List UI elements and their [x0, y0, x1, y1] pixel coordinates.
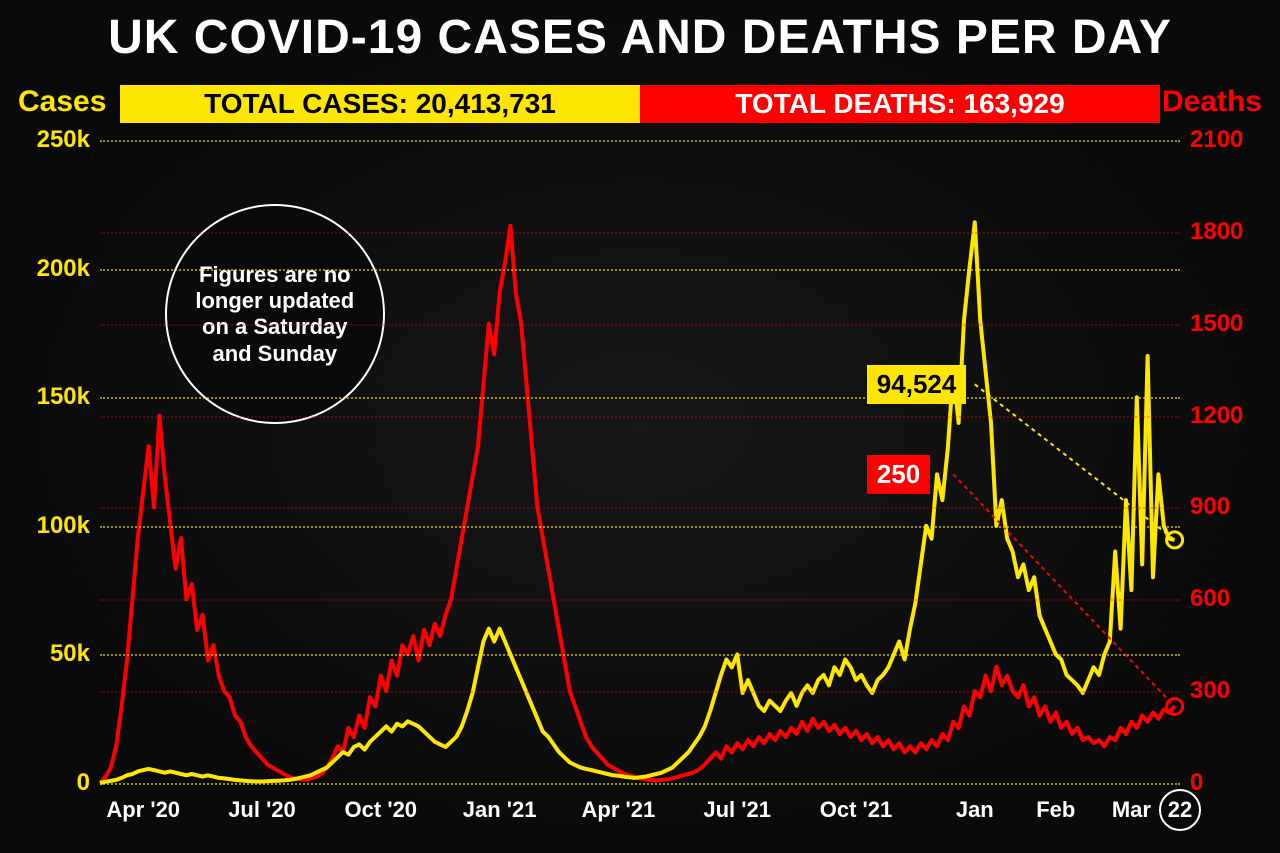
y-right-tick-label: 1800	[1190, 218, 1280, 246]
x-tick-label: Apr '21	[582, 797, 656, 823]
y-left-tick-label: 250k	[0, 126, 90, 154]
x-tick-label: Jan	[956, 797, 994, 823]
x-tick-label: Oct '20	[345, 797, 418, 823]
x-tick-label: Feb	[1036, 797, 1075, 823]
y-left-tick-label: 100k	[0, 512, 90, 540]
end-date-circle: 22	[1159, 789, 1201, 831]
y-left-tick-label: 50k	[0, 640, 90, 668]
callout-note: Figures are no longer updated on a Satur…	[165, 204, 385, 424]
total-deaths-banner: TOTAL DEATHS: 163,929	[640, 85, 1160, 123]
gridline-cases	[100, 397, 1180, 399]
chart-title: UK COVID-19 CASES AND DEATHS PER DAY	[0, 10, 1280, 65]
x-tick-label: Jul '20	[228, 797, 296, 823]
chart-area: Figures are no longer updated on a Satur…	[100, 140, 1180, 783]
y-right-tick-label: 900	[1190, 493, 1280, 521]
gridline-deaths	[100, 691, 1180, 693]
gridline-cases	[100, 783, 1180, 785]
callout-text: Figures are no longer updated on a Satur…	[187, 262, 363, 368]
y-right-tick-label: 1200	[1190, 402, 1280, 430]
x-tick-label: Apr '20	[106, 797, 180, 823]
latest-deaths-badge: 250	[867, 455, 930, 494]
gridline-deaths	[100, 416, 1180, 418]
x-tick-label: Oct '21	[820, 797, 893, 823]
y-right-tick-label: 300	[1190, 677, 1280, 705]
y-left-tick-label: 200k	[0, 255, 90, 283]
gridline-deaths	[100, 232, 1180, 234]
y-left-tick-label: 0	[0, 769, 90, 797]
gridline-deaths	[100, 324, 1180, 326]
x-tick-label: Jan '21	[463, 797, 537, 823]
gridline-deaths	[100, 507, 1180, 509]
gridline-cases	[100, 269, 1180, 271]
gridline-cases	[100, 526, 1180, 528]
gridline-deaths	[100, 599, 1180, 601]
y-right-tick-label: 1500	[1190, 310, 1280, 338]
gridline-cases	[100, 140, 1180, 142]
y-right-tick-label: 2100	[1190, 126, 1280, 154]
total-cases-banner: TOTAL CASES: 20,413,731	[120, 85, 640, 123]
y-right-tick-label: 600	[1190, 585, 1280, 613]
left-axis-title: Cases	[18, 85, 106, 119]
x-tick-label: Jul '21	[703, 797, 771, 823]
x-tick-label: Mar	[1112, 797, 1151, 823]
summary-bar: TOTAL CASES: 20,413,731 TOTAL DEATHS: 16…	[120, 85, 1160, 123]
gridline-cases	[100, 654, 1180, 656]
y-left-tick-label: 150k	[0, 383, 90, 411]
right-axis-title: Deaths	[1162, 85, 1262, 119]
y-right-tick-label: 0	[1190, 769, 1280, 797]
